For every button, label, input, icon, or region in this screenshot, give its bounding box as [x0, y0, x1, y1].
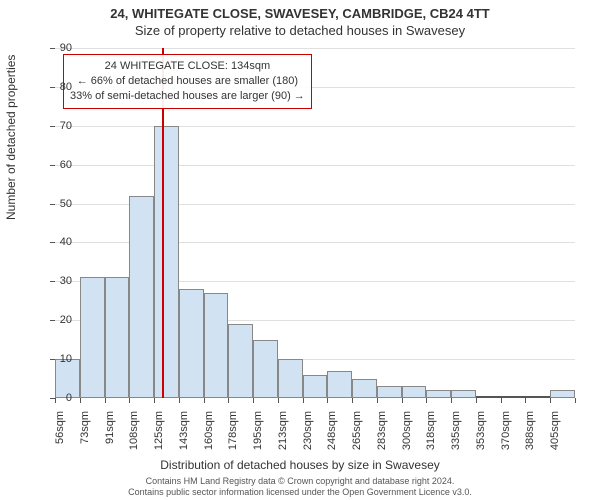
- x-tick-mark: [575, 398, 576, 403]
- x-tick-label: 248sqm: [326, 411, 338, 461]
- histogram-bar: [154, 126, 179, 398]
- x-tick-label: 335sqm: [450, 411, 462, 461]
- histogram-bar: [204, 293, 229, 398]
- y-tick-label: 0: [32, 392, 72, 404]
- x-tick-label: 108sqm: [128, 411, 140, 461]
- x-tick-label: 56sqm: [54, 411, 66, 461]
- x-tick-label: 91sqm: [104, 411, 116, 461]
- gridline: [55, 165, 575, 166]
- x-tick-label: 125sqm: [153, 411, 165, 461]
- x-tick-mark: [327, 398, 328, 403]
- x-tick-label: 300sqm: [401, 411, 413, 461]
- histogram-bar: [253, 340, 278, 398]
- x-tick-mark: [278, 398, 279, 403]
- y-tick-label: 10: [32, 353, 72, 365]
- x-tick-mark: [550, 398, 551, 403]
- footer-line2: Contains public sector information licen…: [0, 487, 600, 497]
- histogram-bar: [129, 196, 154, 398]
- chart-title-line2: Size of property relative to detached ho…: [0, 21, 600, 38]
- x-tick-label: 405sqm: [549, 411, 561, 461]
- x-tick-label: 213sqm: [277, 411, 289, 461]
- chart-container: 24, WHITEGATE CLOSE, SWAVESEY, CAMBRIDGE…: [0, 0, 600, 500]
- histogram-bar: [303, 375, 328, 398]
- x-tick-mark: [352, 398, 353, 403]
- x-tick-label: 265sqm: [351, 411, 363, 461]
- x-tick-mark: [501, 398, 502, 403]
- gridline: [55, 126, 575, 127]
- gridline: [55, 48, 575, 49]
- x-tick-label: 283sqm: [376, 411, 388, 461]
- x-tick-label: 178sqm: [227, 411, 239, 461]
- y-tick-label: 60: [32, 159, 72, 171]
- histogram-bar: [402, 386, 427, 398]
- y-tick-label: 40: [32, 236, 72, 248]
- annotation-text-line: 24 WHITEGATE CLOSE: 134sqm: [70, 59, 305, 74]
- x-tick-mark: [377, 398, 378, 403]
- histogram-bar: [228, 324, 253, 398]
- x-tick-mark: [129, 398, 130, 403]
- annotation-text-line: ← 66% of detached houses are smaller (18…: [70, 74, 305, 89]
- x-tick-mark: [426, 398, 427, 403]
- histogram-bar: [451, 390, 476, 398]
- y-tick-label: 30: [32, 275, 72, 287]
- x-tick-label: 318sqm: [425, 411, 437, 461]
- x-tick-label: 160sqm: [203, 411, 215, 461]
- x-tick-mark: [451, 398, 452, 403]
- histogram-bar: [377, 386, 402, 398]
- x-tick-label: 143sqm: [178, 411, 190, 461]
- y-tick-label: 90: [32, 42, 72, 54]
- x-tick-label: 353sqm: [475, 411, 487, 461]
- x-tick-mark: [154, 398, 155, 403]
- y-tick-label: 50: [32, 198, 72, 210]
- x-tick-mark: [303, 398, 304, 403]
- histogram-bar: [426, 390, 451, 398]
- histogram-bar: [278, 359, 303, 398]
- x-tick-label: 388sqm: [524, 411, 536, 461]
- plot-area: 24 WHITEGATE CLOSE: 134sqm← 66% of detac…: [55, 48, 575, 398]
- x-tick-mark: [402, 398, 403, 403]
- y-tick-label: 80: [32, 81, 72, 93]
- x-tick-label: 195sqm: [252, 411, 264, 461]
- x-tick-mark: [228, 398, 229, 403]
- y-tick-label: 20: [32, 314, 72, 326]
- histogram-bar: [550, 390, 575, 398]
- x-tick-label: 370sqm: [500, 411, 512, 461]
- x-tick-label: 230sqm: [302, 411, 314, 461]
- y-tick-label: 70: [32, 120, 72, 132]
- chart-title-line1: 24, WHITEGATE CLOSE, SWAVESEY, CAMBRIDGE…: [0, 0, 600, 21]
- histogram-bar: [352, 379, 377, 398]
- x-tick-mark: [80, 398, 81, 403]
- histogram-bar: [179, 289, 204, 398]
- x-tick-mark: [105, 398, 106, 403]
- annotation-text-line: 33% of semi-detached houses are larger (…: [70, 89, 305, 104]
- x-tick-mark: [204, 398, 205, 403]
- x-tick-mark: [476, 398, 477, 403]
- x-tick-mark: [525, 398, 526, 403]
- annotation-box: 24 WHITEGATE CLOSE: 134sqm← 66% of detac…: [63, 54, 312, 109]
- histogram-bar: [327, 371, 352, 398]
- footer-line1: Contains HM Land Registry data © Crown c…: [0, 476, 600, 486]
- y-axis-label: Number of detached properties: [4, 55, 18, 220]
- histogram-bar: [80, 277, 105, 398]
- x-tick-mark: [253, 398, 254, 403]
- histogram-bar: [105, 277, 130, 398]
- x-tick-label: 73sqm: [79, 411, 91, 461]
- x-tick-mark: [179, 398, 180, 403]
